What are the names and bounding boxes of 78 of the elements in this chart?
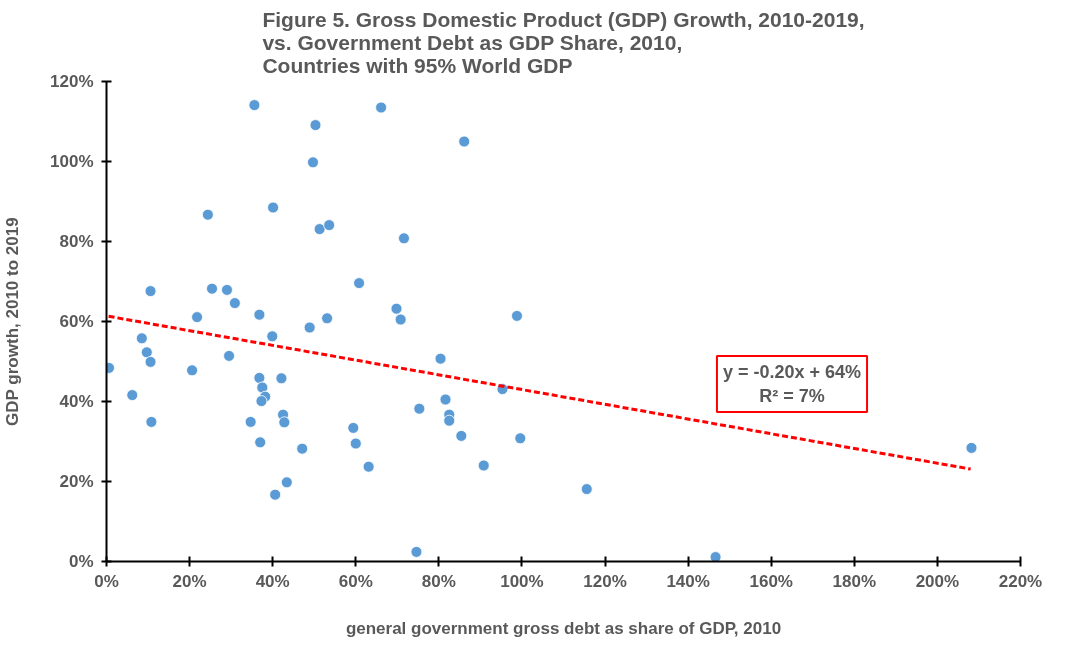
x-tick-label: 100%	[500, 571, 544, 591]
point	[349, 437, 362, 450]
point	[375, 101, 388, 114]
y-tick-label: 20%	[59, 472, 94, 491]
point	[455, 430, 468, 442]
annotation: y = -0.20x + 64%	[722, 361, 862, 382]
point	[223, 350, 235, 362]
point	[221, 284, 233, 296]
x-tick-label: 20%	[172, 571, 207, 591]
y-axis-title: GDP growth, 2010 to 2019	[3, 217, 23, 426]
point	[296, 442, 309, 455]
x-tick-label: 120%	[583, 571, 627, 591]
x-tick-label: 160%	[749, 571, 793, 591]
point	[253, 308, 266, 321]
y-tick-label: 60%	[59, 312, 94, 331]
x-tick-label: 200%	[915, 571, 960, 591]
point	[514, 432, 527, 445]
point	[709, 551, 722, 562]
annotation: R² = 7%	[759, 385, 825, 406]
point	[309, 119, 322, 131]
point	[458, 135, 471, 148]
point	[511, 310, 523, 322]
point	[191, 311, 203, 323]
point	[144, 285, 157, 297]
point	[434, 352, 447, 365]
point	[390, 302, 403, 315]
point	[353, 277, 365, 289]
y-tick-label: 0%	[68, 552, 94, 571]
point	[580, 483, 593, 495]
point	[126, 389, 139, 401]
x-tick-label: 220%	[998, 571, 1043, 591]
point	[228, 297, 241, 309]
point	[266, 330, 279, 343]
point	[145, 416, 158, 428]
point	[347, 422, 360, 434]
x-tick-label: 60%	[338, 571, 373, 591]
point	[439, 393, 452, 406]
point	[477, 459, 490, 472]
point	[256, 381, 269, 394]
point	[275, 372, 288, 385]
point	[206, 282, 218, 295]
x-tick-label: 140%	[666, 571, 710, 591]
point	[410, 546, 423, 558]
point	[144, 356, 157, 368]
point	[254, 436, 267, 449]
point	[303, 321, 316, 334]
x-tick-label: 40%	[255, 571, 290, 591]
point	[186, 364, 198, 377]
y-tick-label: 100%	[50, 152, 94, 171]
point	[248, 99, 261, 111]
point	[280, 476, 293, 489]
y-tick-label: 80%	[59, 232, 94, 251]
point	[140, 346, 153, 359]
point	[267, 201, 279, 214]
point	[965, 442, 978, 454]
chart-title: Figure 5. Gross Domestic Product (GDP) Growth, 2010-2019, vs. Government Debt as GDP Share, 2010, Countries with 95% World GDP	[262, 7, 865, 77]
point	[244, 416, 257, 428]
x-tick-label: 80%	[421, 571, 456, 591]
point	[443, 414, 456, 427]
y-tick-label: 40%	[59, 392, 94, 411]
point	[398, 232, 410, 245]
y-tick-label: 120%	[50, 72, 94, 91]
point	[278, 416, 291, 429]
x-tick-label: 180%	[832, 571, 877, 591]
point	[413, 402, 426, 415]
point	[321, 312, 334, 325]
point	[362, 460, 375, 473]
point	[135, 332, 148, 345]
point	[323, 219, 336, 231]
x-axis-title: general government gross debt as share of GDP, 2010	[345, 618, 782, 638]
point	[201, 208, 214, 221]
point	[269, 488, 282, 501]
point	[394, 313, 407, 326]
point	[253, 372, 266, 384]
point	[255, 395, 268, 407]
point	[307, 156, 319, 169]
point	[313, 223, 326, 235]
x-tick-label: 0%	[94, 571, 119, 591]
